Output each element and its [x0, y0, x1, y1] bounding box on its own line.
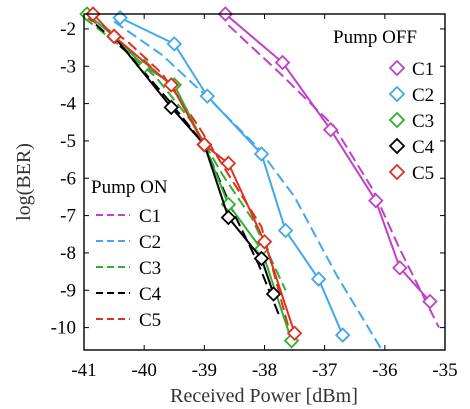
legend-on-label: C3 [139, 258, 161, 279]
data-point [112, 9, 128, 26]
x-tick-label: -39 [192, 360, 217, 381]
data-point [163, 99, 180, 116]
data-point [199, 88, 216, 104]
y-tick-label: -5 [60, 131, 76, 152]
x-axis-label: Received Power [dBm] [170, 385, 358, 407]
data-point [274, 54, 291, 71]
y-tick-label: -9 [60, 280, 76, 301]
data-point [253, 250, 270, 267]
legend-off-label: C1 [412, 59, 434, 80]
legend-off-marker [388, 85, 406, 103]
data-point [256, 233, 273, 250]
axis-ticks [83, 14, 446, 350]
legend-on-label: C5 [139, 310, 161, 331]
series-pump-off-c5 [92, 13, 296, 334]
series-pump-on-c1 [227, 24, 440, 329]
data-point [286, 325, 303, 341]
legend-on-label: C1 [139, 206, 161, 227]
data-point [392, 260, 408, 276]
legend-off-label: C3 [412, 111, 434, 132]
series-pump-on-c5 [86, 16, 290, 328]
y-tick-label: -10 [51, 318, 76, 339]
y-tick-label: -3 [60, 56, 76, 77]
data-point [166, 36, 183, 52]
legend-on-label: C4 [139, 284, 162, 305]
series-pump-on-c4 [83, 13, 281, 317]
x-tick-label: -38 [252, 360, 277, 381]
legend-off-marker [388, 111, 406, 129]
y-tick-label: -6 [60, 168, 76, 189]
data-point [310, 271, 327, 287]
legend-pump-on: Pump ON C1 C2 C3 C4 C5 [91, 177, 168, 331]
series-pump-on-c2 [113, 20, 383, 351]
data-point [322, 121, 339, 138]
tick-labels: -41 -40 -39 -38 -37 -36 -35 -2 -3 -4 -5 -6 -7 -8 -9 -10 [51, 19, 458, 381]
legend-off-marker [388, 137, 406, 155]
y-axis-label: log(BER) [13, 143, 35, 221]
data-point [334, 327, 351, 343]
legend-on-label: C2 [139, 232, 161, 253]
x-tick-label: -37 [312, 360, 337, 381]
x-tick-label: -41 [71, 360, 96, 381]
data-point [220, 155, 237, 172]
legend-on-title: Pump ON [91, 177, 168, 198]
y-tick-label: -7 [60, 206, 76, 227]
data-point [277, 222, 294, 239]
data-point [422, 293, 438, 310]
series-pump-off-c4 [113, 35, 275, 295]
y-tick-label: -2 [60, 19, 76, 40]
legend-off-title: Pump OFF [333, 27, 417, 48]
data-point [106, 28, 122, 45]
x-tick-label: -35 [432, 360, 457, 381]
legend-pump-off: Pump OFF C1 C2 C3 C4 C5 [333, 27, 435, 184]
legend-off-marker [388, 59, 406, 77]
legend-off-label: C4 [412, 137, 435, 158]
data-point [196, 136, 213, 153]
legend-off-label: C2 [412, 85, 434, 106]
y-tick-label: -4 [60, 94, 76, 115]
data-point [368, 192, 384, 209]
data-point [253, 146, 270, 162]
legend-off-label: C5 [412, 163, 434, 184]
series-pump-off-c1 [224, 13, 431, 303]
data-point [220, 209, 237, 226]
y-tick-label: -8 [60, 243, 76, 264]
x-tick-label: -40 [132, 360, 157, 381]
legend-off-marker [388, 163, 406, 181]
x-tick-label: -36 [372, 360, 397, 381]
data-point [265, 286, 282, 302]
data-point [163, 77, 180, 93]
plot-lines [79, 6, 440, 351]
